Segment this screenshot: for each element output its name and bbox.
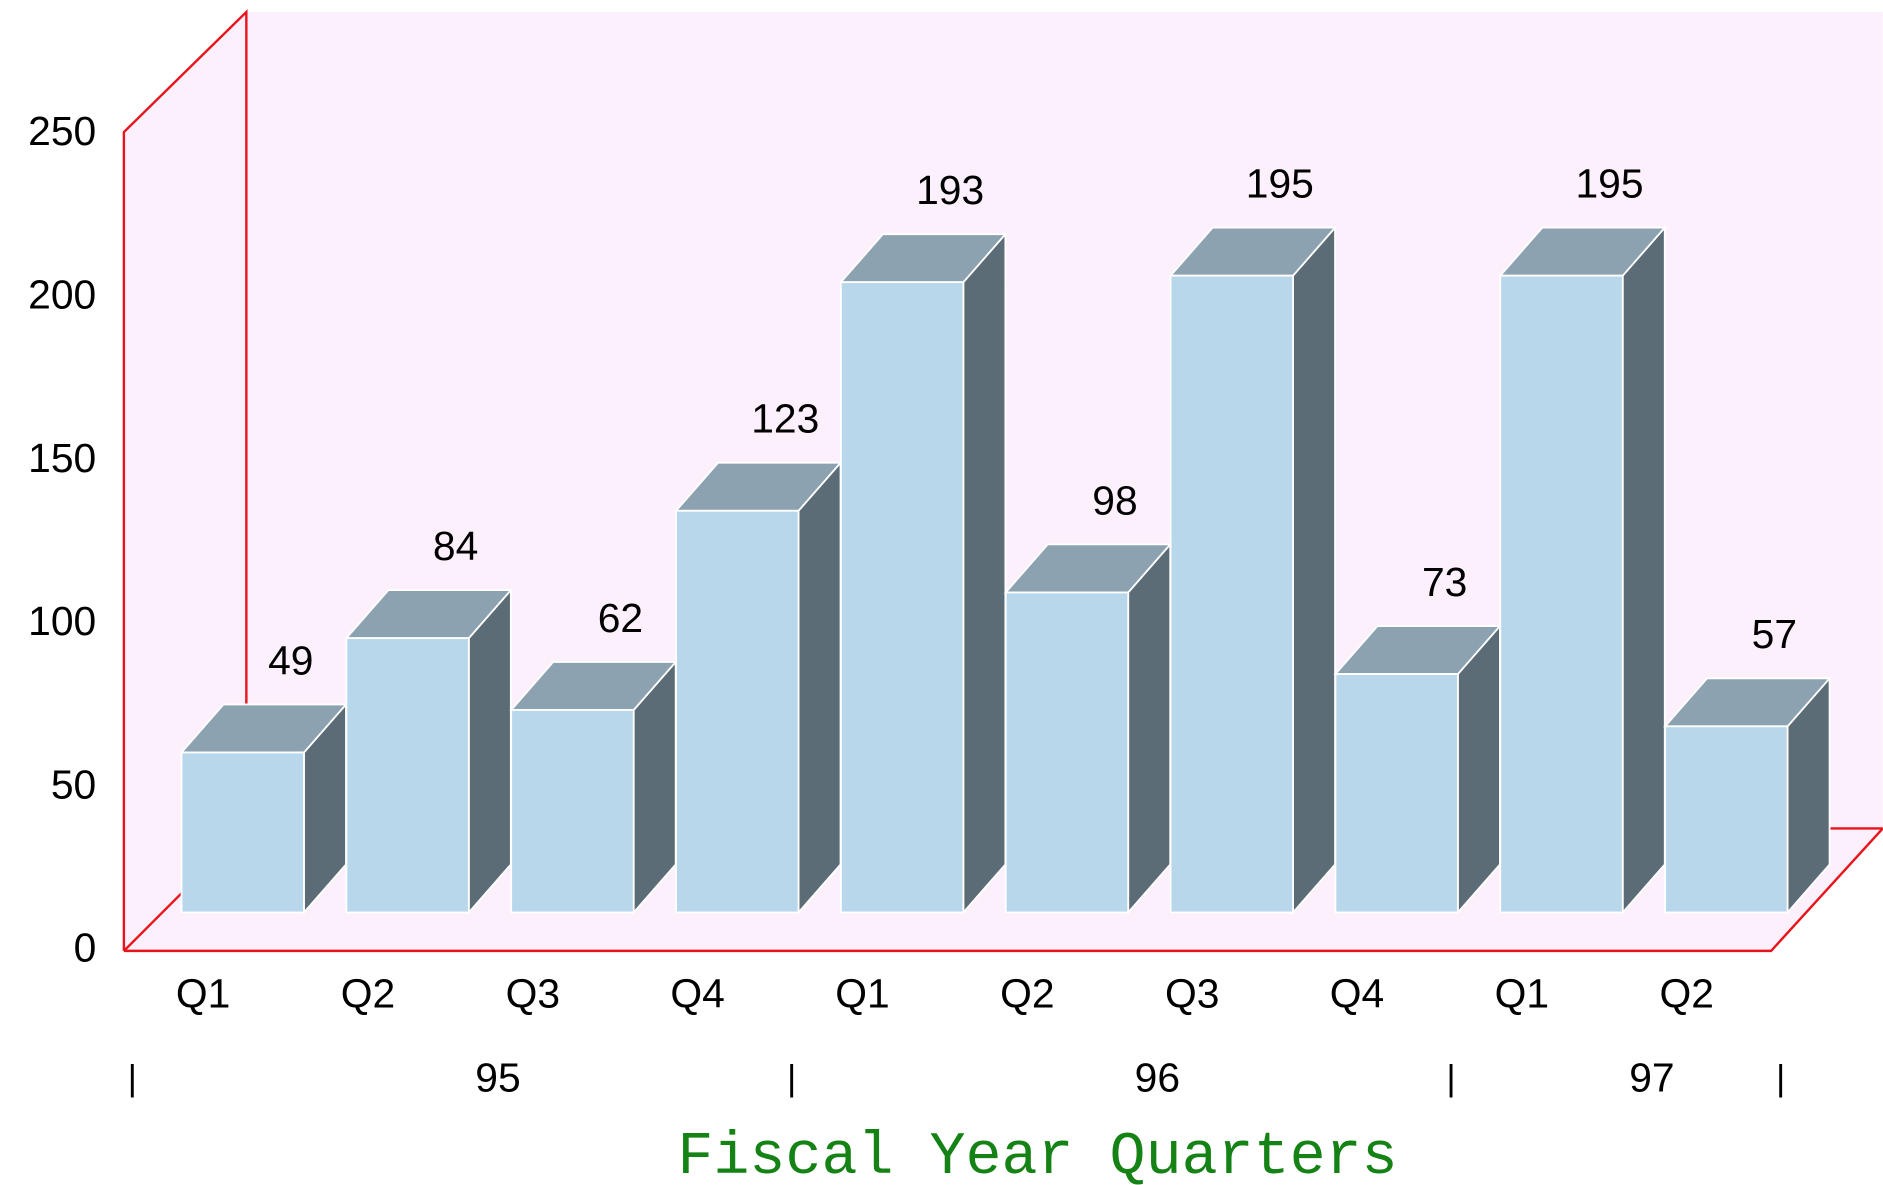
x-tick-label: Q4 xyxy=(1330,970,1384,1016)
y-tick-label: 50 xyxy=(51,761,96,807)
x-tick-label: Q4 xyxy=(670,970,724,1016)
value-label: 193 xyxy=(916,167,984,213)
y-tick-label: 150 xyxy=(28,435,96,481)
y-tick-label: 250 xyxy=(28,108,96,154)
value-label: 195 xyxy=(1246,161,1314,207)
value-label: 98 xyxy=(1092,477,1137,523)
bar-front xyxy=(1499,274,1624,914)
bar-side xyxy=(1292,225,1336,915)
x-tick-label: Q1 xyxy=(1495,970,1549,1016)
bar-front xyxy=(1334,673,1459,914)
bar-side xyxy=(962,231,1007,915)
value-label: 62 xyxy=(598,595,643,641)
group-label: 95 xyxy=(475,1054,520,1100)
group-separator: | xyxy=(1446,1057,1455,1098)
x-axis-title: Fiscal Year Quarters xyxy=(677,1124,1397,1185)
bar-front xyxy=(839,281,965,914)
bar-front xyxy=(675,509,800,914)
back-wall xyxy=(246,12,1883,829)
y-tick-label: 0 xyxy=(74,925,97,971)
bar-front xyxy=(180,751,305,914)
y-tick-label: 100 xyxy=(28,598,96,644)
bar-front xyxy=(1169,274,1294,914)
group-label: 97 xyxy=(1629,1054,1674,1100)
y-tick-label: 200 xyxy=(28,272,96,318)
floor-edge xyxy=(123,827,1883,953)
value-label: 73 xyxy=(1422,559,1467,605)
x-tick-label: Q1 xyxy=(176,970,230,1016)
group-separator: | xyxy=(128,1057,137,1098)
value-label: 123 xyxy=(751,396,819,442)
value-label: 57 xyxy=(1752,611,1797,657)
group-label: 96 xyxy=(1135,1054,1180,1100)
bar-front xyxy=(1004,591,1130,914)
x-tick-label: Q3 xyxy=(506,970,560,1016)
bar-front xyxy=(345,637,470,914)
x-tick-label: Q1 xyxy=(835,970,889,1016)
group-separator: | xyxy=(787,1057,796,1098)
value-label: 195 xyxy=(1575,161,1643,207)
bar-front xyxy=(1664,725,1789,914)
value-label: 49 xyxy=(268,637,313,683)
x-tick-label: Q2 xyxy=(341,970,395,1016)
value-label: 84 xyxy=(433,523,478,569)
bar-side xyxy=(1127,542,1172,915)
bar-side xyxy=(467,587,512,915)
x-tick-label: Q2 xyxy=(1000,970,1054,1016)
x-tick-label: Q3 xyxy=(1165,970,1219,1016)
bar-side xyxy=(797,460,842,915)
x-tick-label: Q2 xyxy=(1659,970,1713,1016)
bar-front xyxy=(510,709,635,914)
bar-side xyxy=(1621,225,1666,915)
group-separator: | xyxy=(1776,1057,1785,1098)
bar-side xyxy=(1456,623,1501,915)
